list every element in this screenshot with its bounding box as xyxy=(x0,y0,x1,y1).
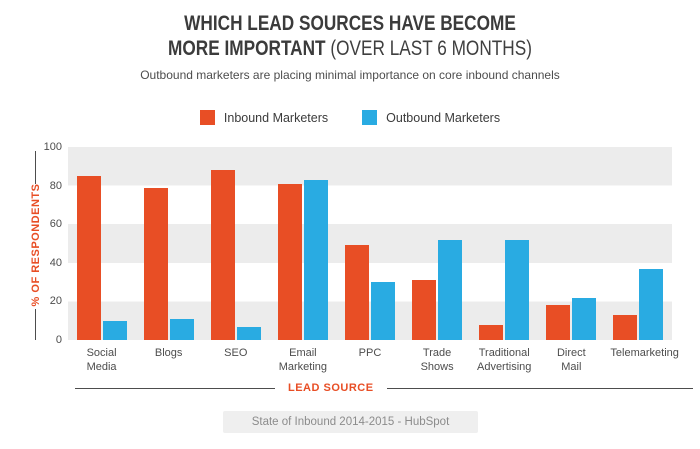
bar-group-email-marketing xyxy=(269,147,336,340)
bar-inbound-marketers-trade-shows xyxy=(412,280,437,340)
bar-outbound-marketers-email-marketing xyxy=(303,179,328,340)
x-axis-title-group: LEAD SOURCE xyxy=(75,382,693,394)
bar-group-blogs xyxy=(135,147,202,340)
bar-outbound-marketers-traditional-advertising xyxy=(505,239,530,340)
bar-group-trade-shows xyxy=(404,147,471,340)
y-tick-20: 20 xyxy=(49,295,62,308)
chart-title-light: (OVER LAST 6 MONTHS) xyxy=(330,37,532,60)
source-badge: State of Inbound 2014-2015 - HubSpot xyxy=(223,411,478,433)
bar-group-direct-mail xyxy=(538,147,605,340)
legend-label: Outbound Marketers xyxy=(386,110,501,125)
bar-outbound-marketers-trade-shows xyxy=(438,239,463,340)
bar-inbound-marketers-social-media xyxy=(76,175,101,340)
bar-outbound-marketers-ppc xyxy=(370,282,395,340)
legend-swatch-outbound-marketers xyxy=(362,110,378,125)
bar-outbound-marketers-blogs xyxy=(169,318,194,340)
bar-outbound-marketers-social-media xyxy=(102,320,127,340)
x-label-trade-shows: Trade Shows xyxy=(420,347,454,373)
bar-inbound-marketers-blogs xyxy=(143,187,168,340)
chart-title-bold: MORE IMPORTANT xyxy=(168,37,326,60)
x-label-social-media: Social Media xyxy=(86,347,117,373)
x-label-seo: SEO xyxy=(224,347,248,359)
bar-outbound-marketers-telemarketing xyxy=(639,268,664,340)
legend-swatch-inbound-marketers xyxy=(199,110,215,125)
plot-area xyxy=(68,147,672,340)
bar-outbound-marketers-direct-mail xyxy=(572,297,597,340)
x-label-blogs: Blogs xyxy=(154,347,183,359)
y-axis-rule-bottom xyxy=(35,309,36,340)
chart-title-line2: MORE IMPORTANT (OVER LAST 6 MONTHS) xyxy=(63,37,637,61)
x-label-ppc: PPC xyxy=(358,347,382,359)
x-label-traditional-advertising: Traditional Advertising xyxy=(476,347,532,373)
legend-item-outbound-marketers: Outbound Marketers xyxy=(362,110,500,125)
bar-group-seo xyxy=(202,147,269,340)
chart-subtitle: Outbound marketers are placing minimal i… xyxy=(140,68,560,82)
x-axis-labels: Social Media Blogs SEO Email Marketing PPC Tr… xyxy=(68,347,679,374)
x-axis-rule-right xyxy=(386,387,693,389)
legend-label: Inbound Marketers xyxy=(223,110,329,125)
y-axis-title-group: % OF RESPONDENTS xyxy=(27,149,45,340)
bar-inbound-marketers-traditional-advertising xyxy=(479,324,504,340)
bar-group-social-media xyxy=(68,147,135,340)
x-label-telemarketing: Telemarketing xyxy=(610,347,679,359)
y-tick-60: 60 xyxy=(49,218,62,231)
legend-item-inbound-marketers: Inbound Marketers xyxy=(199,110,329,125)
x-label-email-marketing: Email Marketing xyxy=(278,347,328,373)
bar-group-ppc xyxy=(336,147,403,340)
bar-group-traditional-advertising xyxy=(471,147,538,340)
y-tick-0: 0 xyxy=(55,334,62,346)
bar-inbound-marketers-email-marketing xyxy=(277,183,302,340)
legend: Inbound Marketers Outbound Marketers xyxy=(0,110,700,125)
y-tick-40: 40 xyxy=(49,256,62,269)
chart-title-line1: WHICH LEAD SOURCES HAVE BECOME xyxy=(184,12,516,35)
x-label-direct-mail: Direct Mail xyxy=(556,347,586,373)
y-axis-rule-top xyxy=(35,151,36,184)
x-axis-rule-left xyxy=(75,387,275,389)
y-tick-80: 80 xyxy=(49,179,62,192)
x-axis-title: LEAD SOURCE xyxy=(288,382,374,394)
y-axis-ticks: 0 20 40 60 80 100 xyxy=(0,141,62,346)
bar-inbound-marketers-seo xyxy=(210,170,235,340)
bar-inbound-marketers-telemarketing xyxy=(613,314,638,340)
bar-group-telemarketing xyxy=(605,147,672,340)
bar-inbound-marketers-direct-mail xyxy=(546,305,571,340)
bar-outbound-marketers-seo xyxy=(236,326,261,340)
y-tick-100: 100 xyxy=(43,141,62,153)
bar-inbound-marketers-ppc xyxy=(344,245,369,340)
